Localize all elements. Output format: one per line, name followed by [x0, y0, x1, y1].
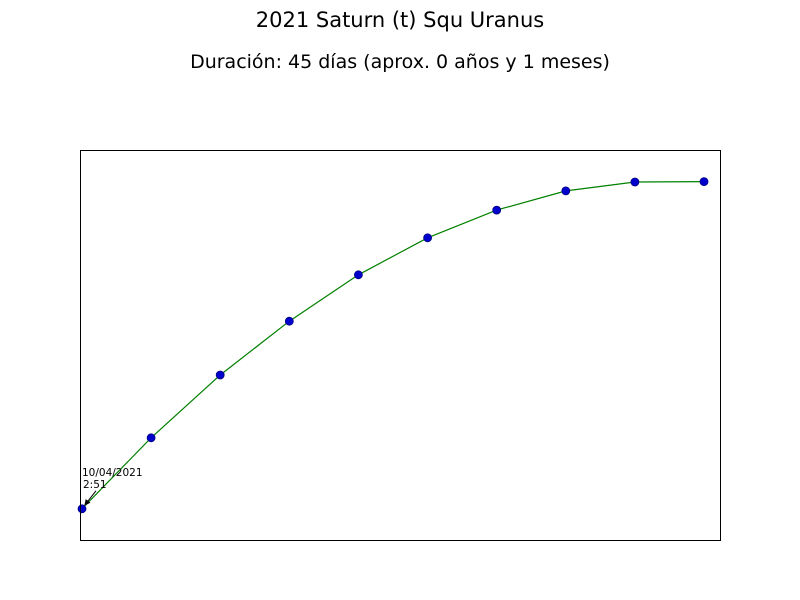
- annotation-time-label: 2:51: [83, 479, 107, 491]
- annotation-date-label: 10/04/2021: [82, 467, 143, 479]
- series-line: [81, 181, 705, 510]
- data-point-1: [146, 433, 156, 443]
- data-point-5: [423, 233, 433, 243]
- data-point-8: [630, 177, 640, 187]
- data-point-9: [699, 177, 709, 187]
- annotation-arrow: [84, 490, 97, 506]
- data-point-3: [284, 316, 294, 326]
- data-point-0: [77, 504, 87, 514]
- data-point-4: [353, 270, 363, 280]
- data-point-2: [215, 370, 225, 380]
- chart-title: 2021 Saturn (t) Squ Uranus: [255, 8, 545, 32]
- data-point-6: [492, 205, 502, 215]
- plot-frame: [80, 150, 721, 541]
- chart-subtitle: Duración: 45 días (aprox. 0 años y 1 mes…: [190, 51, 610, 73]
- data-point-7: [561, 186, 571, 196]
